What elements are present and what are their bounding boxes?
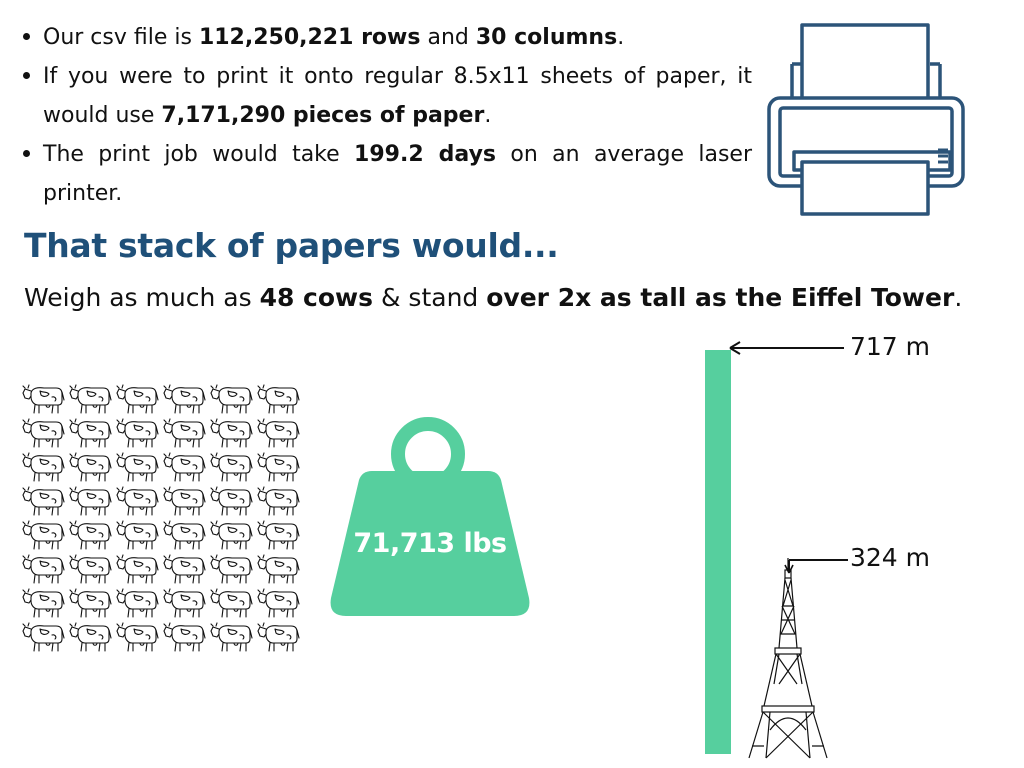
cow-icon: [210, 622, 253, 652]
cow-icon: [163, 418, 206, 448]
cow-icon: [22, 622, 65, 652]
stack-height-label: 717 m: [850, 332, 931, 361]
cow-icon: [22, 554, 65, 584]
stack-height-arrow: [729, 341, 844, 355]
cow-icon: [257, 588, 300, 618]
kettlebell-weight-icon: [330, 417, 530, 616]
cow-grid: [22, 384, 300, 652]
cow-icon: [210, 384, 253, 414]
cow-icon: [257, 452, 300, 482]
cow-icon: [116, 418, 159, 448]
cow-icon: [163, 588, 206, 618]
cow-icon: [257, 554, 300, 584]
cow-icon: [210, 486, 253, 516]
cow-icon: [163, 520, 206, 550]
cow-icon: [69, 554, 112, 584]
cow-icon: [163, 554, 206, 584]
cow-icon: [257, 520, 300, 550]
fact-rows-columns: Our csv file is 112,250,221 rows and 30 …: [20, 18, 752, 57]
weight-value: 71,713 lbs: [353, 528, 507, 559]
eiffel-tower-icon: [748, 558, 828, 759]
cow-icon: [210, 520, 253, 550]
paper-stack-bar: [705, 350, 731, 754]
printer-icon: [767, 23, 965, 216]
cow-icon: [257, 384, 300, 414]
cow-icon: [163, 452, 206, 482]
cow-icon: [257, 418, 300, 448]
cow-icon: [116, 622, 159, 652]
cow-icon: [116, 384, 159, 414]
cow-icon: [69, 622, 112, 652]
cow-icon: [69, 520, 112, 550]
cow-icon: [116, 588, 159, 618]
cow-icon: [22, 520, 65, 550]
cow-icon: [163, 384, 206, 414]
cow-icon: [22, 452, 65, 482]
cow-icon: [69, 486, 112, 516]
cow-icon: [163, 622, 206, 652]
cow-icon: [69, 588, 112, 618]
cow-icon: [69, 384, 112, 414]
cow-icon: [69, 418, 112, 448]
comparison-summary: Weigh as much as 48 cows & stand over 2x…: [24, 283, 963, 312]
tower-height-label: 324 m: [850, 543, 931, 572]
cow-icon: [116, 486, 159, 516]
fact-print-duration: The print job would take 199.2 days on a…: [20, 135, 752, 213]
cow-icon: [116, 554, 159, 584]
cow-icon: [257, 486, 300, 516]
cow-icon: [257, 622, 300, 652]
facts-list: Our csv file is 112,250,221 rows and 30 …: [20, 18, 752, 213]
cow-icon: [22, 486, 65, 516]
cow-icon: [22, 418, 65, 448]
cow-icon: [22, 384, 65, 414]
cow-icon: [22, 588, 65, 618]
cow-icon: [116, 520, 159, 550]
cow-icon: [210, 418, 253, 448]
cow-icon: [163, 486, 206, 516]
cow-icon: [210, 554, 253, 584]
fact-paper-count: If you were to print it onto regular 8.5…: [20, 57, 752, 135]
section-heading: That stack of papers would...: [24, 226, 559, 265]
cow-icon: [210, 452, 253, 482]
cow-icon: [69, 452, 112, 482]
cow-icon: [116, 452, 159, 482]
cow-icon: [210, 588, 253, 618]
